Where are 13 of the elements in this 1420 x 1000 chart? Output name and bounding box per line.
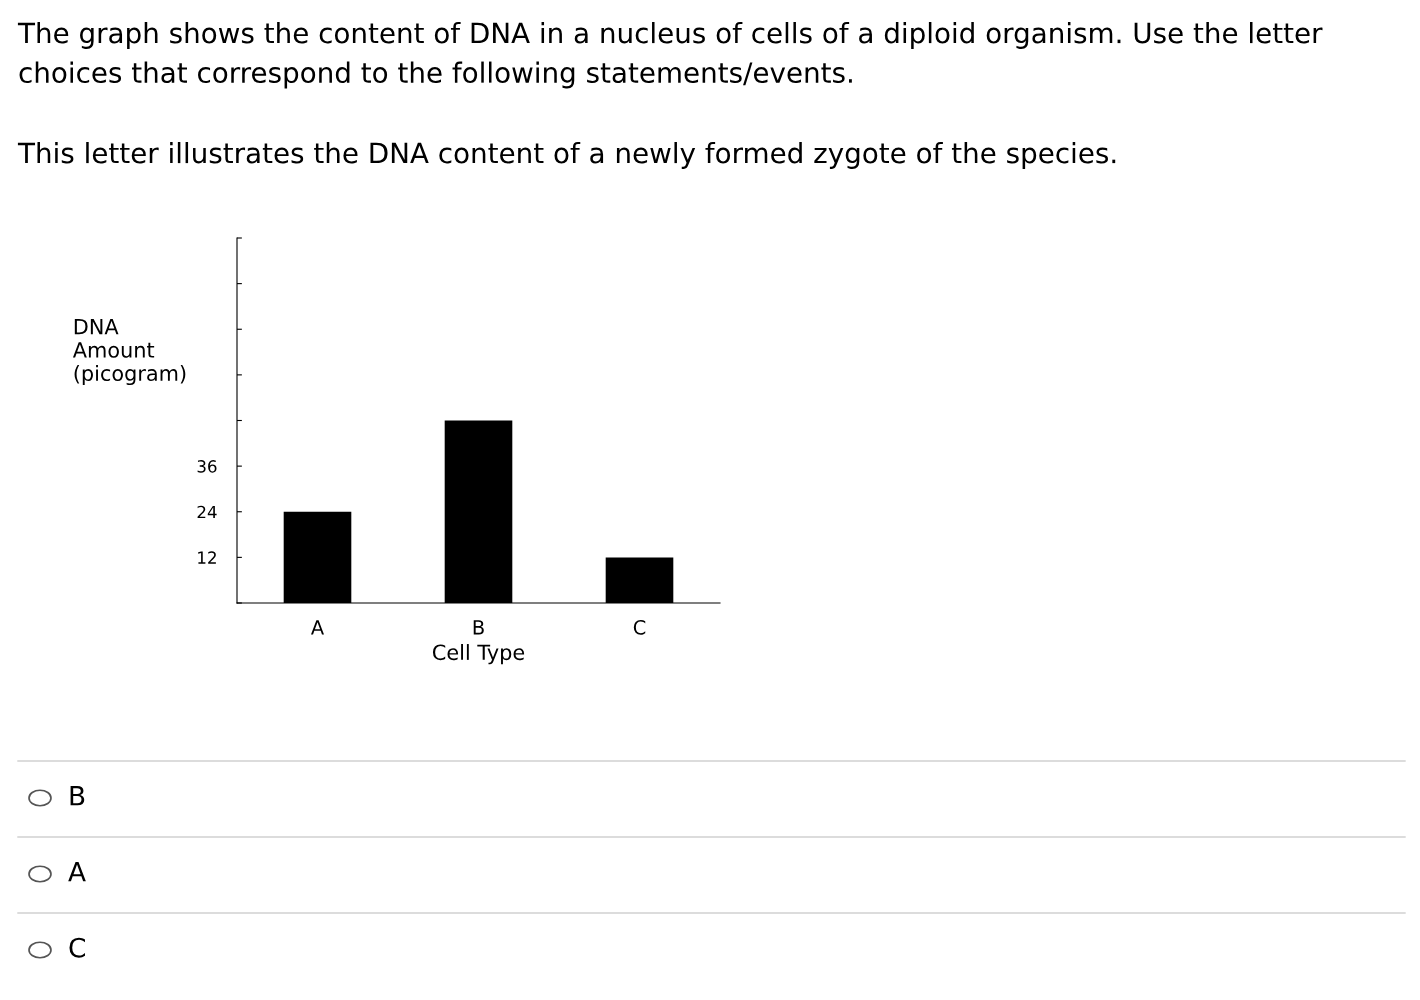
x-tick-label: C [633,620,646,635]
chart-subtitle: This letter illustrates the DNA content of a newly formed zygote of the species. [17,142,1116,169]
y-tick-label: 36 [197,460,217,473]
y-tick-label: 12 [198,551,216,564]
text: B [70,786,85,806]
x-axis-title: Cell Type [432,644,525,665]
text: A [68,862,86,882]
x-tick-label: A [311,620,324,635]
y-axis-title: DNA Amount (picogram) [72,318,186,386]
text: C [69,937,85,958]
y-tick-label: 24 [197,505,217,519]
chart-title: The graph shows the content of DNA in a nucleus of cells of a diploid organism. Use the letter choices that correspond to the following statements/events. [17,22,1323,89]
x-tick-label: B [473,620,484,635]
